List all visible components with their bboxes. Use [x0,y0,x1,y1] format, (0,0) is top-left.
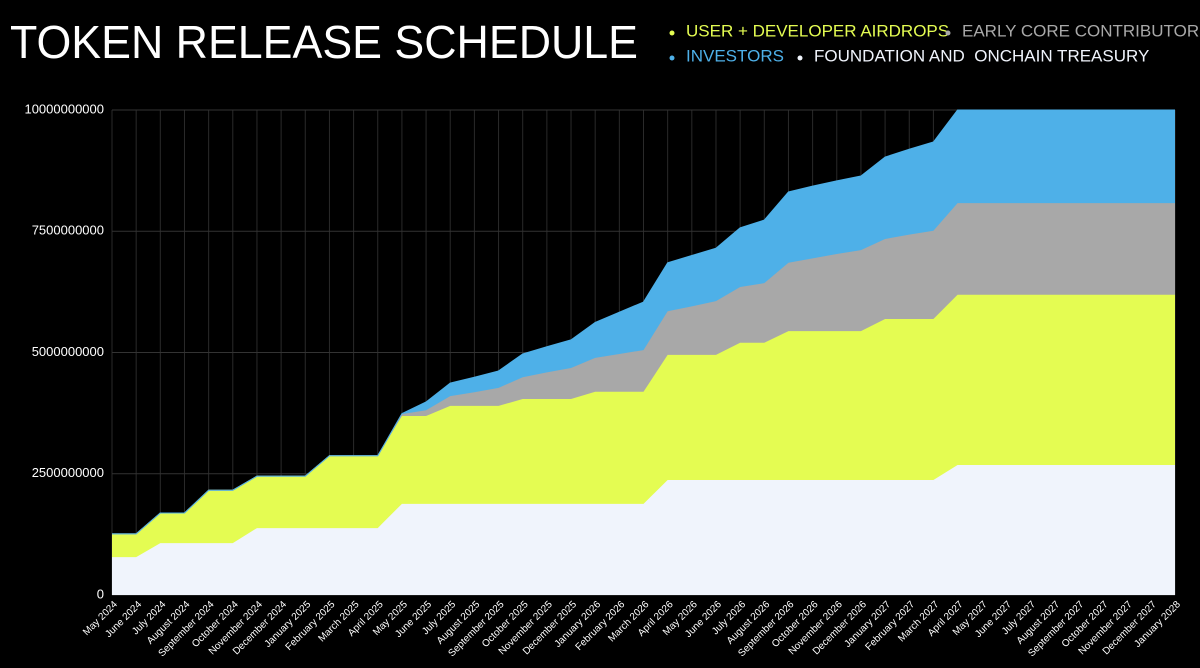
legend-dot [797,55,803,61]
legend-dot [669,30,675,36]
area-fill [112,203,1175,534]
legend-dot [945,30,951,36]
area-fill [112,294,1175,558]
chart-title: TOKEN RELEASE SCHEDULE [10,16,638,68]
y-tick-label: 5000000000 [32,344,104,359]
area-edge [112,109,1175,535]
legend-label: FOUNDATION AND ONCHAIN TREASURY [814,46,1149,65]
area-fill [112,110,1175,534]
y-tick-label: 10000000000 [24,101,104,116]
legend-dot [669,55,675,61]
legend-label: EARLY CORE CONTRIBUTORS [962,21,1200,40]
legend-label: INVESTORS [686,46,784,65]
y-tick-label: 7500000000 [32,223,104,238]
area-fill [112,465,1175,595]
legend-label: USER + DEVELOPER AIRDROPS [686,21,949,40]
y-tick-label: 2500000000 [32,465,104,480]
y-tick-label: 0 [97,586,104,601]
